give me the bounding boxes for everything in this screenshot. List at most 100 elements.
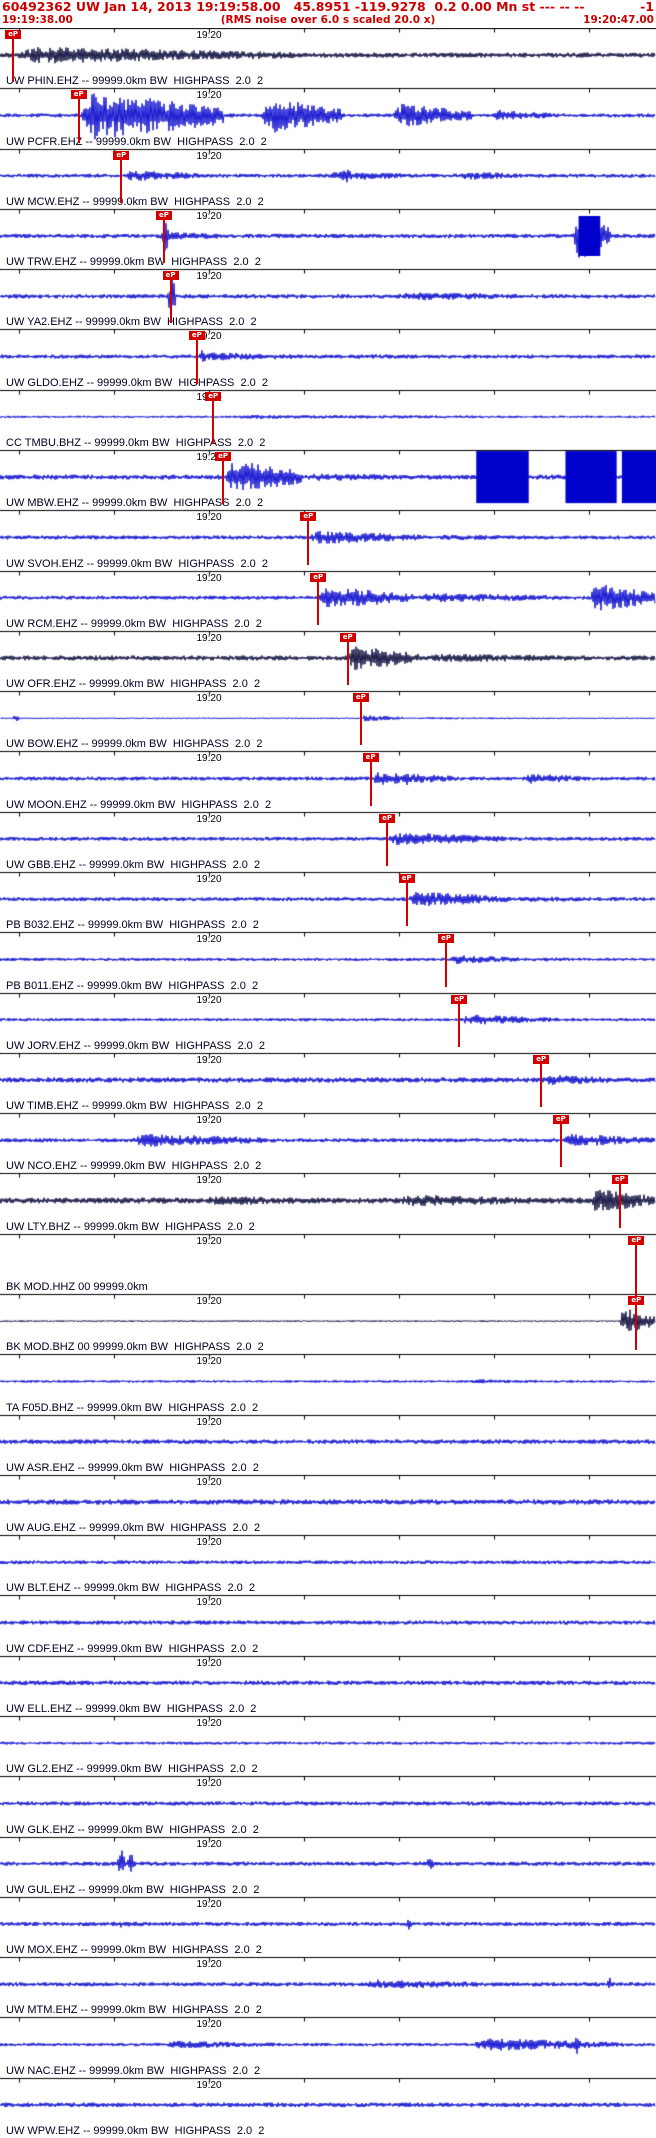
scaling-note: (RMS noise over 6.0 s scaled 20.0 x) [220, 14, 436, 26]
p-pick-line[interactable] [169, 279, 172, 324]
time-tick-label: 19:20 [196, 1115, 222, 1127]
station-label[interactable]: UW GUL.EHZ -- 99999.0km BW HIGHPASS 2.0 … [6, 1883, 260, 1896]
p-pick-line[interactable] [12, 38, 15, 83]
p-pick-flag[interactable]: eP [156, 210, 172, 220]
station-label[interactable]: UW MBW.EHZ -- 99999.0km BW HIGHPASS 2.0 … [6, 497, 264, 510]
station-label[interactable]: PB B011.EHZ -- 99999.0km BW HIGHPASS 2.0… [6, 979, 259, 992]
p-pick-flag[interactable]: eP [379, 813, 396, 823]
p-pick-line[interactable] [559, 1123, 562, 1168]
p-pick-flag[interactable]: eP [611, 1175, 628, 1185]
p-pick-line[interactable] [120, 158, 123, 203]
time-tick-label: 19:20 [196, 1778, 222, 1790]
station-label[interactable]: UW CDF.EHZ -- 99999.0km BW HIGHPASS 2.0 … [6, 1642, 259, 1655]
station-label[interactable]: UW OFR.EHZ -- 99999.0km BW HIGHPASS 2.0 … [6, 678, 261, 691]
station-label[interactable]: UW BOW.EHZ -- 99999.0km BW HIGHPASS 2.0 … [6, 738, 263, 751]
time-tick-label: 19:20 [196, 1416, 222, 1428]
p-pick-line[interactable] [540, 1062, 543, 1108]
trace-area[interactable]: 19:20 UW PHIN.EHZ -- 99999.0km BW HIGHPAS… [0, 28, 656, 2138]
p-pick-flag[interactable]: eP [113, 150, 130, 160]
station-label[interactable]: UW AUG.EHZ -- 99999.0km BW HIGHPASS 2.0 … [6, 1522, 261, 1535]
p-pick-flag[interactable]: eP [339, 632, 356, 642]
p-pick-flag[interactable]: eP [628, 1235, 645, 1245]
p-pick-flag[interactable]: eP [215, 452, 232, 461]
time-tick-label: 19:20 [196, 934, 222, 946]
p-pick-line[interactable] [458, 1002, 461, 1047]
station-label[interactable]: UW NCO.EHZ -- 99999.0km BW HIGHPASS 2.0 … [6, 1160, 262, 1173]
p-pick-line[interactable] [346, 640, 349, 686]
station-label[interactable]: UW NAC.EHZ -- 99999.0km BW HIGHPASS 2.0 … [6, 2064, 261, 2077]
p-pick-flag[interactable]: eP [188, 331, 205, 341]
p-pick-flag[interactable]: eP [5, 30, 22, 39]
station-label[interactable]: UW LTY.BHZ -- 99999.0km BW HIGHPASS 2.0 … [6, 1220, 255, 1233]
station-label[interactable]: UW GL2.EHZ -- 99999.0km BW HIGHPASS 2.0 … [6, 1763, 258, 1776]
time-tick-label: 19:20 [196, 1537, 222, 1549]
p-pick-flag[interactable]: eP [533, 1054, 550, 1064]
waveform-canvas[interactable] [0, 28, 656, 2138]
station-label[interactable]: CC TMBU.BHZ -- 99999.0km BW HIGHPASS 2.0… [6, 437, 266, 449]
time-tick-label: 19:20 [196, 1838, 222, 1850]
p-pick-flag[interactable]: eP [162, 271, 179, 281]
time-tick-label: 19:20 [196, 753, 222, 765]
station-label[interactable]: UW GLDO.EHZ -- 99999.0km BW HIGHPASS 2.0… [6, 376, 269, 389]
p-pick-line[interactable] [317, 580, 320, 625]
p-pick-line[interactable] [195, 339, 198, 384]
station-label[interactable]: UW GBB.EHZ -- 99999.0km BW HIGHPASS 2.0 … [6, 859, 261, 871]
station-label[interactable]: UW ASR.EHZ -- 99999.0km BW HIGHPASS 2.0 … [6, 1461, 259, 1474]
time-tick-label: 19:20 [196, 693, 222, 705]
station-label[interactable]: UW ELL.EHZ -- 99999.0km BW HIGHPASS 2.0 … [6, 1703, 257, 1715]
station-label[interactable]: UW BLT.EHZ -- 99999.0km BW HIGHPASS 2.0 … [6, 1582, 255, 1595]
station-label[interactable]: BK MOD.BHZ 00 99999.0km BW HIGHPASS 2.0 … [6, 1341, 264, 1354]
station-label[interactable]: UW SVOH.EHZ -- 99999.0km BW HIGHPASS 2.0… [6, 557, 269, 570]
time-tick-label: 19:20 [196, 1175, 222, 1187]
p-pick-flag[interactable]: eP [352, 693, 369, 703]
p-pick-line[interactable] [405, 882, 408, 927]
station-label[interactable]: TA F05D.BHZ -- 99999.0km BW HIGHPASS 2.0… [6, 1401, 259, 1414]
event-summary-line: 60492362 UW Jan 14, 2013 19:19:58.00 45.… [2, 0, 654, 14]
p-pick-flag[interactable]: eP [300, 512, 317, 522]
station-label[interactable]: UW TRW.EHZ -- 99999.0km BW HIGHPASS 2.0 … [6, 256, 261, 269]
p-pick-line[interactable] [359, 701, 362, 746]
station-label[interactable]: UW PCFR.EHZ -- 99999.0km BW HIGHPASS 2.0… [6, 135, 267, 148]
time-tick-label: 19:20 [196, 813, 222, 825]
event-header: 60492362 UW Jan 14, 2013 19:19:58.00 45.… [0, 0, 656, 28]
p-pick-flag[interactable]: eP [451, 994, 468, 1004]
station-label[interactable]: UW RCM.EHZ -- 99999.0km BW HIGHPASS 2.0 … [6, 617, 262, 630]
p-pick-flag[interactable]: eP [205, 391, 222, 401]
station-label[interactable]: UW PHIN.EHZ -- 99999.0km BW HIGHPASS 2.0… [6, 75, 264, 88]
station-label[interactable]: UW TIMB.EHZ -- 99999.0km BW HIGHPASS 2.0… [6, 1100, 263, 1113]
station-label[interactable]: UW JORV.EHZ -- 99999.0km BW HIGHPASS 2.0… [6, 1039, 265, 1052]
station-label[interactable]: UW MCW.EHZ -- 99999.0km BW HIGHPASS 2.0 … [6, 195, 264, 208]
station-label[interactable]: PB B032.EHZ -- 99999.0km BW HIGHPASS 2.0… [6, 919, 259, 932]
p-pick-flag[interactable]: eP [70, 90, 87, 100]
time-tick-label: 19:20 [196, 1296, 222, 1307]
p-pick-flag[interactable]: eP [398, 874, 415, 883]
p-pick-line[interactable] [445, 942, 448, 987]
time-tick-label: 19:20 [196, 331, 222, 343]
p-pick-line[interactable] [307, 520, 310, 565]
time-tick-label: 19:20 [196, 572, 222, 584]
p-pick-flag[interactable]: eP [310, 572, 327, 582]
p-pick-line[interactable] [222, 460, 225, 505]
p-pick-line[interactable] [77, 98, 80, 143]
p-pick-line[interactable] [635, 1304, 638, 1349]
p-pick-line[interactable] [369, 761, 372, 806]
station-label[interactable]: UW GLK.EHZ -- 99999.0km BW HIGHPASS 2.0 … [6, 1823, 259, 1836]
station-label[interactable]: BK MOD.HHZ 00 99999.0km [6, 1281, 148, 1293]
time-tick-label: 19:20 [196, 1898, 222, 1910]
time-tick-label: 19:20 [196, 2079, 222, 2091]
p-pick-flag[interactable]: eP [362, 753, 379, 763]
p-pick-flag[interactable]: eP [628, 1296, 645, 1305]
station-label[interactable]: UW YA2.EHZ -- 99999.0km BW HIGHPASS 2.0 … [6, 316, 257, 329]
p-pick-flag[interactable]: eP [552, 1115, 569, 1125]
station-label[interactable]: UW WPW.EHZ -- 99999.0km BW HIGHPASS 2.0 … [6, 2125, 265, 2137]
p-pick-line[interactable] [618, 1183, 621, 1228]
p-pick-flag[interactable]: eP [438, 934, 455, 944]
station-label[interactable]: UW MOX.EHZ -- 99999.0km BW HIGHPASS 2.0 … [6, 1944, 262, 1957]
station-label[interactable]: UW MTM.EHZ -- 99999.0km BW HIGHPASS 2.0 … [6, 2004, 262, 2017]
p-pick-line[interactable] [212, 399, 215, 444]
p-pick-line[interactable] [386, 821, 389, 866]
station-label[interactable]: UW MOON.EHZ -- 99999.0km BW HIGHPASS 2.0… [6, 798, 272, 811]
time-tick-label: 19:20 [196, 2019, 222, 2031]
p-pick-line[interactable] [163, 218, 165, 264]
time-tick-label: 19:20 [196, 150, 222, 162]
